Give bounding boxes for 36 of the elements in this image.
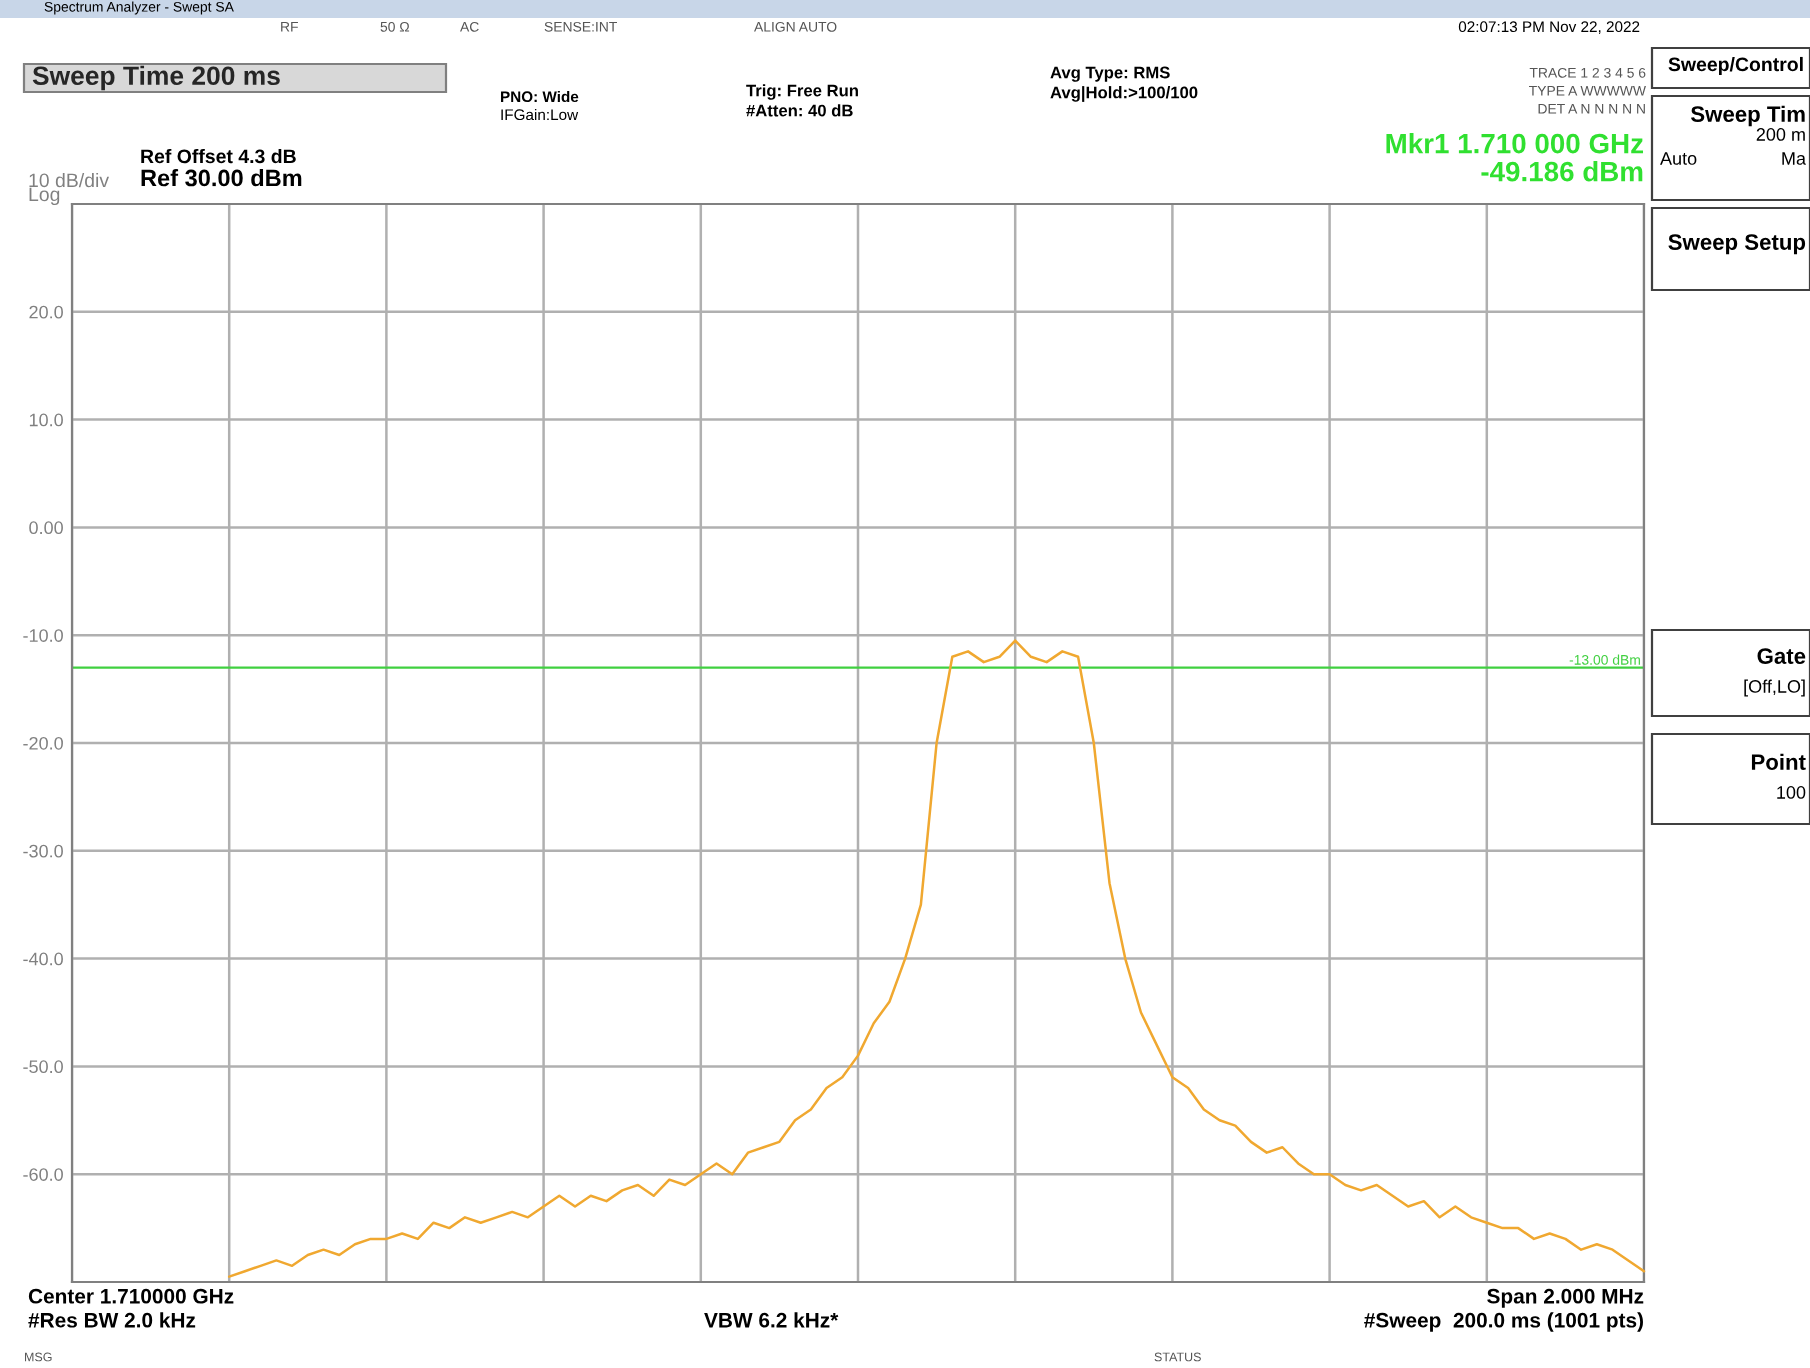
text: Span 2.000 MHz bbox=[1487, 1288, 1644, 1308]
chart-title: Sweep Time 200 ms bbox=[32, 65, 280, 91]
text: Trig: Free Run bbox=[746, 84, 858, 100]
y-tick-label: 10.0 bbox=[29, 413, 63, 427]
text: Ref Offset 4.3 dB bbox=[141, 148, 296, 164]
text: Sweep Setup bbox=[1668, 234, 1806, 255]
text: Gate bbox=[1757, 648, 1806, 664]
text: Auto bbox=[1660, 152, 1697, 165]
text: VBW 6.2 kHz* bbox=[704, 1312, 839, 1328]
y-tick-label: 20.0 bbox=[29, 305, 63, 319]
line-series bbox=[227, 639, 1646, 1278]
text: Sweep/Control bbox=[1668, 56, 1803, 76]
text: -49.186 dBm bbox=[1481, 161, 1643, 182]
text: 10 dB/div bbox=[29, 172, 110, 188]
text: Avg Type: RMS bbox=[1050, 66, 1170, 82]
y-tick-label: -30.0 bbox=[23, 844, 63, 858]
y-tick-label: -50.0 bbox=[23, 1060, 63, 1074]
text: Center 1.710000 GHz bbox=[28, 1288, 234, 1304]
text: Avg|Hold:>100/100 bbox=[1050, 86, 1198, 102]
text: Ma bbox=[1782, 152, 1806, 165]
text: [Off,LO] bbox=[1744, 679, 1805, 697]
text: #Atten: 40 dB bbox=[746, 104, 853, 117]
y-tick-label: 0.00 bbox=[29, 521, 63, 535]
text: Point bbox=[1751, 753, 1806, 770]
text: 100 bbox=[1777, 786, 1806, 799]
text: Log bbox=[29, 187, 60, 206]
y-tick-label: -40.0 bbox=[23, 952, 63, 966]
y-tick-label: -60.0 bbox=[23, 1168, 63, 1181]
text: #Res BW 2.0 kHz bbox=[28, 1312, 196, 1328]
y-tick-label: -20.0 bbox=[23, 736, 63, 750]
text: Ref 30.00 dBm bbox=[141, 169, 302, 187]
text: Sweep Tim bbox=[1690, 105, 1805, 127]
text: 200 m bbox=[1756, 128, 1805, 141]
text: #Sweep 200.0 ms (1001 pts) bbox=[1364, 1312, 1643, 1332]
text: Mkr1 1.710 000 GHz bbox=[1386, 133, 1644, 154]
y-tick-label: -10.0 bbox=[23, 629, 63, 642]
